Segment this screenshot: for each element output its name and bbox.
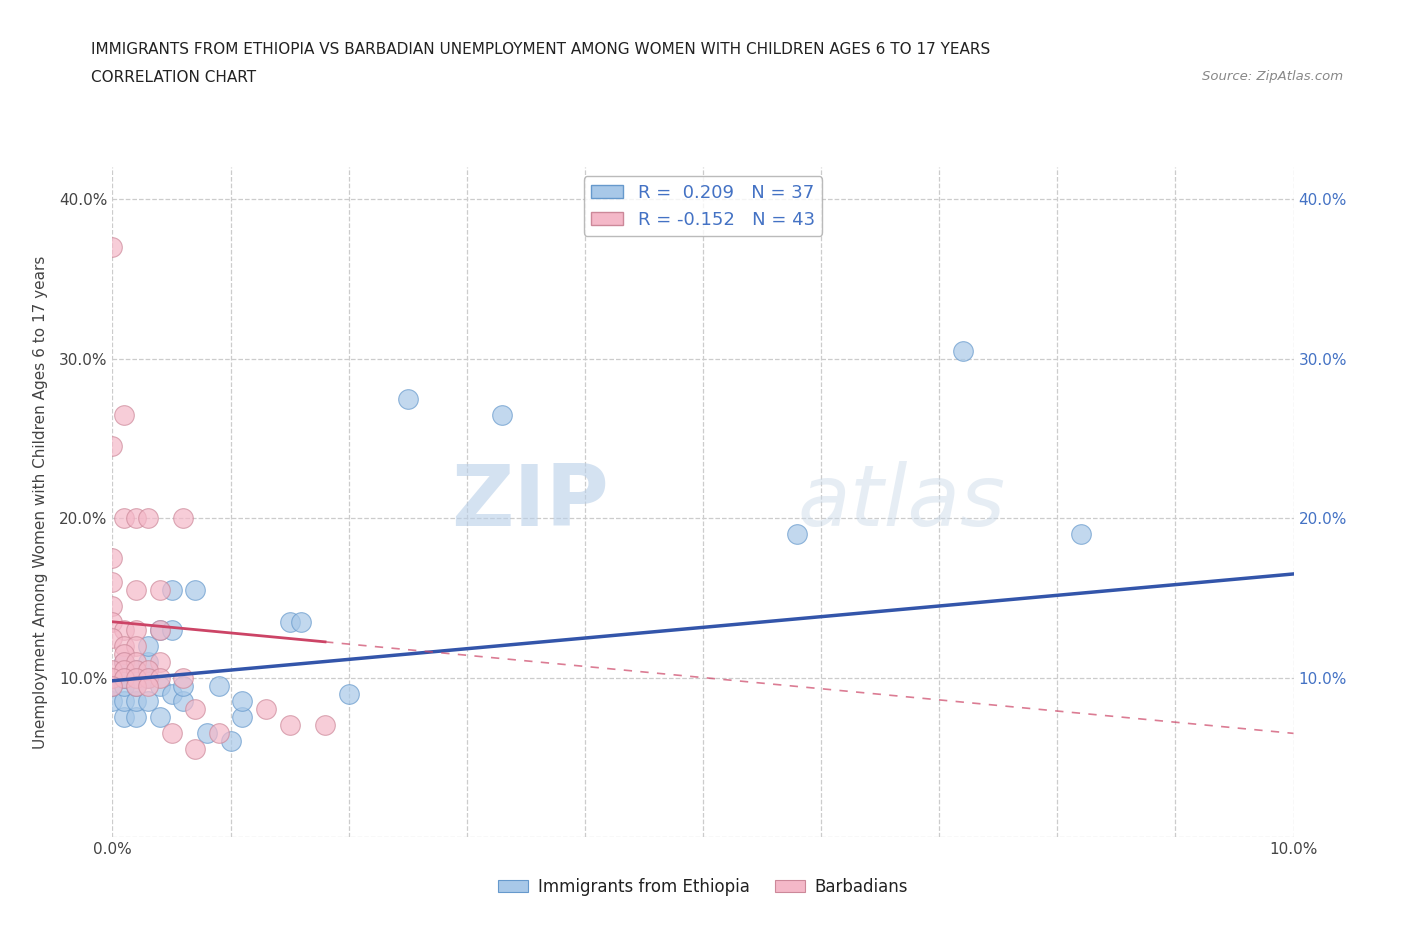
Point: [952, 343, 974, 358]
Point: [208, 678, 231, 693]
Point: [112, 678, 135, 693]
Point: [101, 631, 124, 645]
Point: [101, 671, 124, 685]
Y-axis label: Unemployment Among Women with Children Ages 6 to 17 years: Unemployment Among Women with Children A…: [32, 256, 48, 749]
Point: [254, 702, 277, 717]
Point: [101, 551, 124, 565]
Point: [112, 654, 135, 669]
Point: [125, 694, 148, 709]
Point: [125, 678, 148, 693]
Point: [149, 671, 172, 685]
Point: [149, 654, 172, 669]
Point: [101, 662, 124, 677]
Point: [172, 671, 194, 685]
Point: [101, 615, 124, 630]
Point: [396, 392, 419, 406]
Point: [112, 710, 135, 724]
Point: [231, 710, 253, 724]
Point: [112, 662, 135, 677]
Point: [101, 694, 124, 709]
Point: [208, 726, 231, 741]
Point: [101, 598, 124, 613]
Point: [112, 511, 135, 525]
Point: [136, 678, 159, 693]
Point: [278, 615, 301, 630]
Point: [160, 582, 183, 597]
Point: [1070, 526, 1092, 541]
Point: [491, 407, 513, 422]
Point: [786, 526, 808, 541]
Point: [125, 654, 148, 669]
Text: ZIP: ZIP: [451, 460, 609, 544]
Point: [112, 654, 135, 669]
Text: CORRELATION CHART: CORRELATION CHART: [91, 70, 256, 85]
Point: [112, 638, 135, 653]
Point: [136, 662, 159, 677]
Point: [160, 726, 183, 741]
Point: [136, 694, 159, 709]
Point: [112, 671, 135, 685]
Point: [184, 702, 207, 717]
Point: [184, 582, 207, 597]
Point: [160, 686, 183, 701]
Point: [101, 240, 124, 255]
Point: [101, 678, 124, 693]
Point: [101, 678, 124, 693]
Point: [219, 734, 242, 749]
Point: [112, 622, 135, 637]
Text: IMMIGRANTS FROM ETHIOPIA VS BARBADIAN UNEMPLOYMENT AMONG WOMEN WITH CHILDREN AGE: IMMIGRANTS FROM ETHIOPIA VS BARBADIAN UN…: [91, 42, 991, 57]
Point: [314, 718, 336, 733]
Point: [136, 671, 159, 685]
Point: [112, 407, 135, 422]
Point: [125, 638, 148, 653]
Text: Source: ZipAtlas.com: Source: ZipAtlas.com: [1202, 70, 1343, 83]
Point: [112, 694, 135, 709]
Point: [101, 439, 124, 454]
Legend: Immigrants from Ethiopia, Barbadians: Immigrants from Ethiopia, Barbadians: [491, 871, 915, 902]
Point: [125, 710, 148, 724]
Point: [136, 671, 159, 685]
Point: [112, 646, 135, 661]
Point: [172, 694, 194, 709]
Point: [278, 718, 301, 733]
Point: [125, 622, 148, 637]
Point: [149, 678, 172, 693]
Point: [149, 582, 172, 597]
Point: [125, 678, 148, 693]
Point: [172, 678, 194, 693]
Point: [172, 511, 194, 525]
Point: [195, 726, 218, 741]
Point: [125, 582, 148, 597]
Point: [160, 622, 183, 637]
Point: [125, 671, 148, 685]
Point: [184, 742, 207, 757]
Point: [149, 622, 172, 637]
Text: atlas: atlas: [797, 460, 1005, 544]
Point: [136, 511, 159, 525]
Point: [125, 662, 148, 677]
Point: [136, 654, 159, 669]
Point: [136, 638, 159, 653]
Point: [112, 671, 135, 685]
Point: [125, 662, 148, 677]
Point: [101, 575, 124, 590]
Point: [149, 710, 172, 724]
Point: [125, 511, 148, 525]
Point: [149, 622, 172, 637]
Point: [231, 694, 253, 709]
Point: [337, 686, 360, 701]
Point: [290, 615, 312, 630]
